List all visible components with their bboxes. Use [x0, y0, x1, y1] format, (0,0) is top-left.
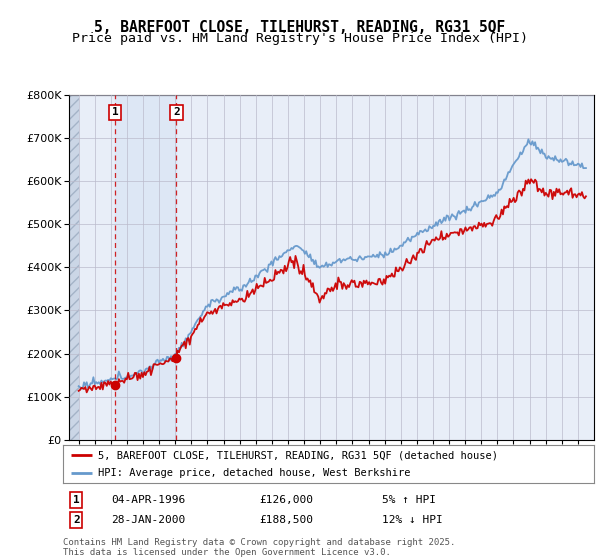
Text: 5% ↑ HPI: 5% ↑ HPI: [382, 495, 436, 505]
Text: Contains HM Land Registry data © Crown copyright and database right 2025.
This d: Contains HM Land Registry data © Crown c…: [63, 538, 455, 557]
Text: 2: 2: [73, 515, 80, 525]
Bar: [115, 95, 176, 440]
Text: 1: 1: [73, 495, 80, 505]
Text: £188,500: £188,500: [259, 515, 313, 525]
Bar: [69, 95, 79, 440]
Text: £126,000: £126,000: [259, 495, 313, 505]
Text: 1: 1: [112, 108, 118, 118]
Text: Price paid vs. HM Land Registry's House Price Index (HPI): Price paid vs. HM Land Registry's House …: [72, 32, 528, 45]
Text: 28-JAN-2000: 28-JAN-2000: [111, 515, 185, 525]
Text: 04-APR-1996: 04-APR-1996: [111, 495, 185, 505]
Text: 12% ↓ HPI: 12% ↓ HPI: [382, 515, 442, 525]
Text: 5, BAREFOOT CLOSE, TILEHURST, READING, RG31 5QF (detached house): 5, BAREFOOT CLOSE, TILEHURST, READING, R…: [98, 450, 497, 460]
Text: 5, BAREFOOT CLOSE, TILEHURST, READING, RG31 5QF: 5, BAREFOOT CLOSE, TILEHURST, READING, R…: [94, 20, 506, 35]
Text: 2: 2: [173, 108, 180, 118]
Text: HPI: Average price, detached house, West Berkshire: HPI: Average price, detached house, West…: [98, 468, 410, 478]
